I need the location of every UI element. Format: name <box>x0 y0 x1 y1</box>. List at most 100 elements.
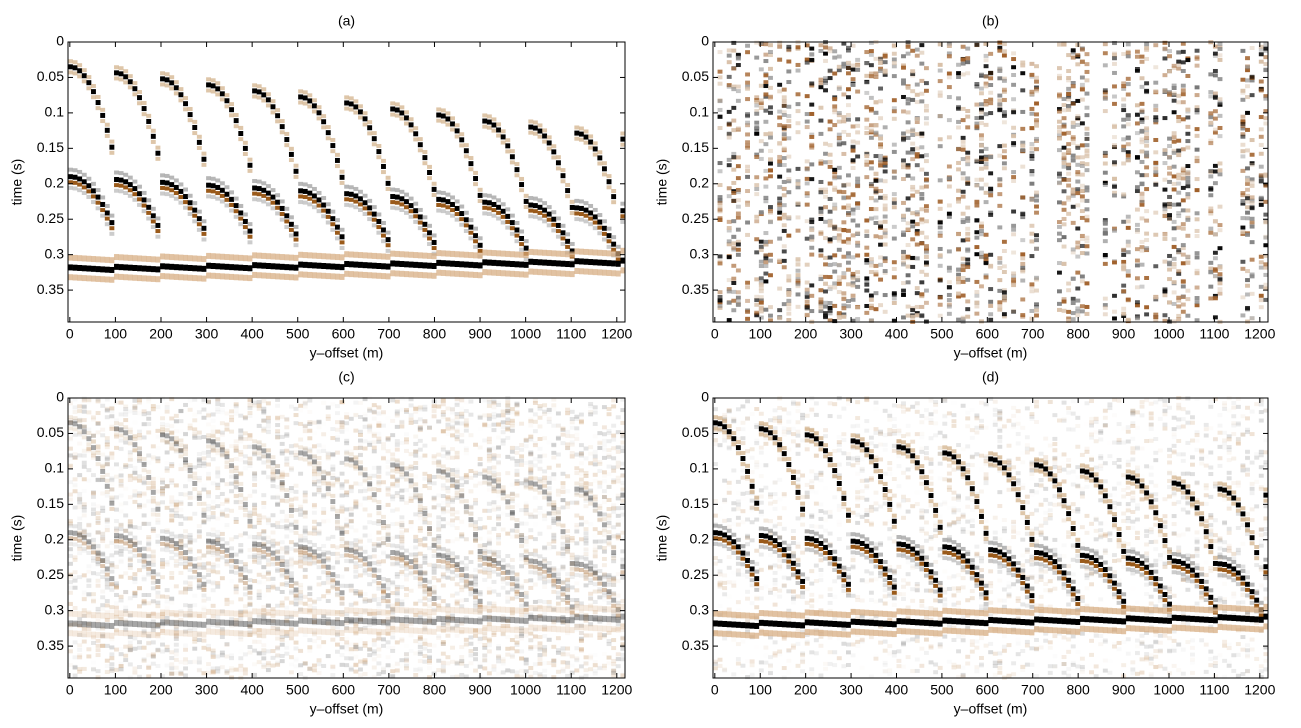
pixel <box>242 264 248 271</box>
pixel <box>956 199 961 204</box>
pixel <box>100 276 106 283</box>
pixel <box>1180 83 1186 88</box>
pixel <box>855 223 861 228</box>
pixel <box>846 299 851 304</box>
pixel <box>344 270 350 277</box>
pixel <box>754 99 760 104</box>
pixel <box>114 170 119 175</box>
pixel <box>841 195 847 200</box>
pixel <box>307 638 313 643</box>
pixel <box>878 262 884 267</box>
pixel <box>781 110 787 115</box>
pixel <box>818 306 824 311</box>
pixel <box>371 554 377 559</box>
pixel <box>578 258 584 265</box>
pixel <box>551 228 557 233</box>
pixel <box>901 230 906 235</box>
pixel <box>173 419 179 424</box>
pixel <box>818 216 824 221</box>
pixel <box>597 440 603 445</box>
pixel <box>809 162 815 167</box>
pixel <box>114 263 119 270</box>
pixel <box>864 218 870 223</box>
pixel <box>169 175 175 180</box>
pixel <box>371 665 377 670</box>
pixel <box>1263 94 1269 99</box>
pixel <box>1084 162 1090 167</box>
pixel <box>997 203 1003 208</box>
pixel <box>164 186 170 191</box>
pixel <box>1217 281 1223 286</box>
pixel <box>183 187 188 192</box>
pixel <box>91 433 96 438</box>
pixel <box>509 613 515 618</box>
pixel <box>137 191 142 197</box>
pixel <box>353 199 359 204</box>
pixel <box>183 254 188 261</box>
x-tick-label: 100 <box>104 326 128 342</box>
pixel <box>298 564 304 569</box>
pixel <box>574 522 580 527</box>
pixel <box>123 653 129 658</box>
pixel <box>252 191 258 196</box>
pixel <box>210 448 216 453</box>
x-tick-label: 200 <box>149 326 173 342</box>
x-tick-label: 300 <box>839 326 863 342</box>
pixel <box>836 110 842 115</box>
pixel <box>1066 162 1072 167</box>
pixel <box>376 521 382 526</box>
pixel <box>836 135 842 140</box>
pixel <box>965 257 971 262</box>
pixel <box>114 177 119 183</box>
pixel <box>1240 97 1246 102</box>
pixel <box>754 152 760 157</box>
pixel <box>891 116 897 121</box>
pixel <box>864 303 870 308</box>
pixel <box>1212 219 1218 224</box>
pixel <box>565 631 571 636</box>
pixel <box>454 205 460 211</box>
pixel <box>1061 189 1067 194</box>
pixel <box>823 311 828 316</box>
pixel <box>270 530 276 535</box>
pixel <box>1121 103 1127 108</box>
pixel <box>270 253 276 260</box>
pixel <box>413 465 419 470</box>
pixel <box>1208 90 1214 95</box>
pixel <box>868 40 874 45</box>
pixel <box>827 159 833 164</box>
pixel <box>187 200 193 206</box>
pixel <box>1034 112 1039 117</box>
pixel <box>606 244 612 249</box>
pixel <box>891 175 897 180</box>
pixel <box>261 181 267 186</box>
pixel <box>137 90 142 95</box>
pixel <box>758 306 764 311</box>
pixel <box>284 131 290 136</box>
pixel <box>1029 316 1035 321</box>
pixel <box>413 405 419 410</box>
pixel <box>219 193 225 198</box>
pixel <box>809 145 815 150</box>
pixel <box>95 552 101 557</box>
pixel <box>818 159 824 164</box>
pixel <box>408 214 414 219</box>
pixel <box>551 423 557 428</box>
pixel <box>546 140 552 146</box>
pixel <box>261 500 267 505</box>
pixel <box>1167 165 1172 170</box>
pixel <box>1121 148 1127 153</box>
pixel <box>422 221 428 227</box>
pixel <box>592 472 598 477</box>
pixel <box>1134 189 1140 194</box>
pixel <box>937 206 943 211</box>
pixel <box>1167 155 1172 160</box>
pixel <box>330 149 336 154</box>
pixel <box>731 276 737 281</box>
pixel <box>173 504 179 509</box>
pixel <box>1208 296 1214 301</box>
pixel <box>960 118 966 123</box>
pixel <box>1180 166 1186 171</box>
pixel <box>123 69 129 74</box>
pixel <box>270 538 276 543</box>
